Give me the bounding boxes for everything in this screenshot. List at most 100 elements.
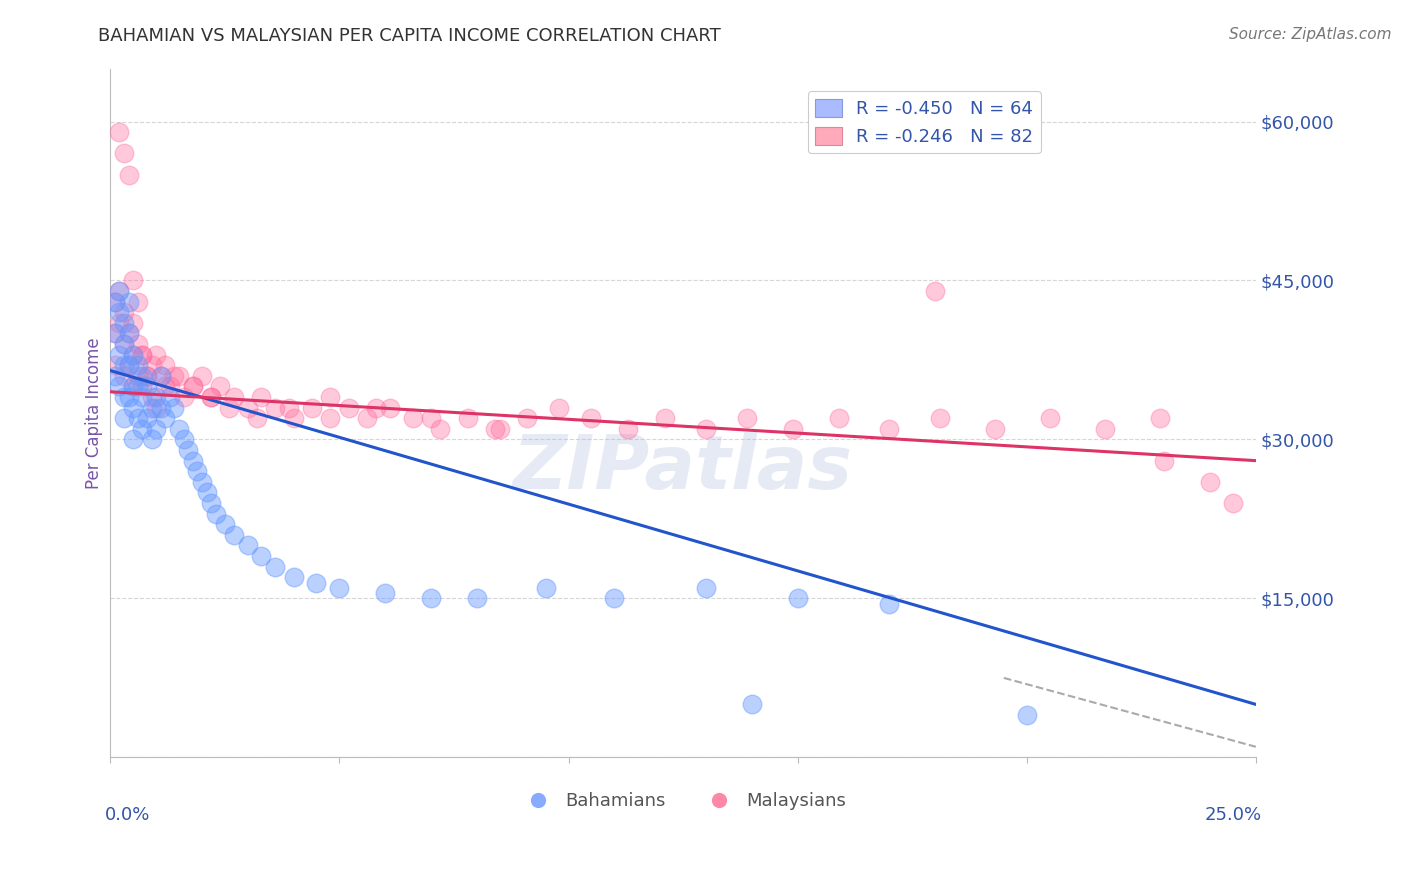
Point [222,390,245,404]
Point [122,273,145,287]
Point [278,401,301,415]
Point [108,316,131,330]
Point [204,507,226,521]
Point [177,443,200,458]
Point [122,433,145,447]
Point [420,591,443,606]
Point [117,326,139,341]
Point [104,294,127,309]
Point [131,348,153,362]
Point [484,422,506,436]
Point [112,337,135,351]
Point [136,368,159,383]
Point [145,348,167,362]
Point [117,358,139,372]
Point [457,411,479,425]
Point [149,368,172,383]
Point [191,475,214,489]
Point [222,528,245,542]
Point [117,294,139,309]
Point [167,422,190,436]
Point [181,379,204,393]
Point [924,284,946,298]
Point [402,411,425,425]
Point [117,326,139,341]
Point [236,401,259,415]
Point [104,326,127,341]
Point [145,401,167,415]
Point [429,422,451,436]
Point [218,401,240,415]
Point [1153,453,1175,467]
Point [149,401,172,415]
Point [191,368,214,383]
Point [127,379,149,393]
Point [122,401,145,415]
Point [1094,422,1116,436]
Legend: Bahamians, Malaysians: Bahamians, Malaysians [513,785,853,817]
Point [122,379,145,393]
Point [122,348,145,362]
Point [149,368,172,383]
Point [112,411,135,425]
Point [264,559,287,574]
Point [181,453,204,467]
Point [112,337,135,351]
Point [145,422,167,436]
Point [159,379,181,393]
Point [1199,475,1222,489]
Point [122,316,145,330]
Point [337,401,360,415]
Point [200,390,222,404]
Point [283,411,305,425]
Point [928,411,950,425]
Point [319,411,342,425]
Point [695,581,717,595]
Point [195,485,218,500]
Point [136,379,159,393]
Y-axis label: Per Capita Income: Per Capita Income [86,337,103,489]
Point [283,570,305,584]
Point [127,337,149,351]
Point [250,390,273,404]
Point [108,284,131,298]
Point [112,146,135,161]
Point [136,368,159,383]
Point [163,401,186,415]
Text: ZIPatlas: ZIPatlas [513,432,853,505]
Point [173,390,195,404]
Point [108,379,131,393]
Text: 0.0%: 0.0% [104,805,150,823]
Point [1149,411,1171,425]
Point [735,411,758,425]
Point [155,379,177,393]
Point [1222,496,1244,510]
Point [112,316,135,330]
Point [328,581,350,595]
Point [136,411,159,425]
Point [488,422,510,436]
Point [104,358,127,372]
Point [828,411,851,425]
Point [108,284,131,298]
Point [131,348,153,362]
Point [127,368,149,383]
Point [145,390,167,404]
Point [246,411,269,425]
Point [127,294,149,309]
Point [1039,411,1062,425]
Point [695,422,717,436]
Point [209,379,232,393]
Point [104,368,127,383]
Point [250,549,273,563]
Point [108,305,131,319]
Point [617,422,640,436]
Text: 25.0%: 25.0% [1205,805,1261,823]
Point [516,411,538,425]
Point [131,390,153,404]
Point [741,698,763,712]
Point [122,348,145,362]
Point [173,433,195,447]
Point [356,411,378,425]
Point [200,390,222,404]
